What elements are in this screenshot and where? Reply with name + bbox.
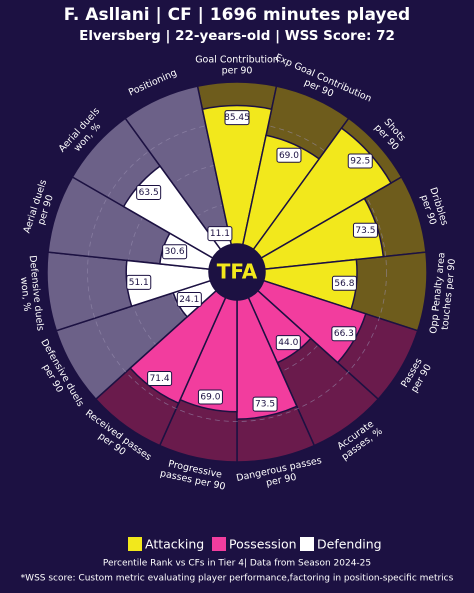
value-label-box — [352, 222, 378, 238]
category-label: Goal Contribution per 90 — [195, 54, 279, 76]
value-label: 30.6 — [165, 247, 185, 257]
legend-swatch — [212, 537, 226, 551]
value-label: 73.5 — [255, 400, 275, 410]
chart-subtitle: Elversberg | 22-years-old | WSS Score: 7… — [79, 28, 395, 44]
value-label-box — [197, 389, 223, 405]
value-label-box — [126, 274, 152, 290]
value-label: 44.0 — [278, 338, 298, 348]
value-label: 51.1 — [129, 278, 149, 288]
legend: Attacking Possession Defending — [128, 537, 382, 552]
logo-circle — [209, 244, 265, 300]
value-label: 71.4 — [150, 374, 170, 384]
legend-label: Defending — [317, 537, 382, 552]
value-label-box — [136, 184, 162, 200]
value-label: 69.0 — [279, 151, 299, 161]
value-label-box — [252, 396, 278, 412]
value-label: 11.1 — [210, 229, 230, 239]
footnote: Percentile Rank vs CFs in Tier 4| Data f… — [103, 559, 371, 569]
category-label-group: Goal Contribution per 90 — [195, 54, 279, 76]
logo: TFA — [217, 260, 258, 284]
value-label: 92.5 — [350, 157, 370, 167]
value-label: 66.3 — [334, 329, 354, 339]
legend-label: Possession — [229, 537, 297, 552]
value-label: 73.5 — [355, 226, 375, 236]
value-label: 69.0 — [200, 392, 220, 402]
value-label-box — [347, 153, 373, 169]
value-label-box — [275, 335, 301, 351]
value-label-box — [331, 326, 357, 342]
footnote: *WSS score: Custom metric evaluating pla… — [21, 574, 454, 584]
value-label: 63.5 — [139, 188, 159, 198]
value-label: 85.45 — [224, 113, 250, 123]
legend-swatch — [300, 537, 314, 551]
value-label-box — [331, 275, 357, 291]
value-label-box — [162, 244, 188, 260]
legend-swatch — [128, 537, 142, 551]
value-label-box — [276, 147, 302, 163]
value-label-box — [224, 110, 250, 126]
value-label-box — [207, 226, 233, 242]
value-label: 24.1 — [179, 295, 199, 305]
value-label-box — [176, 292, 202, 308]
chart-title: F. Asllani | CF | 1696 minutes played — [64, 5, 410, 25]
legend-label: Attacking — [145, 537, 204, 552]
value-label-box — [147, 371, 173, 387]
value-label: 56.8 — [334, 279, 354, 289]
